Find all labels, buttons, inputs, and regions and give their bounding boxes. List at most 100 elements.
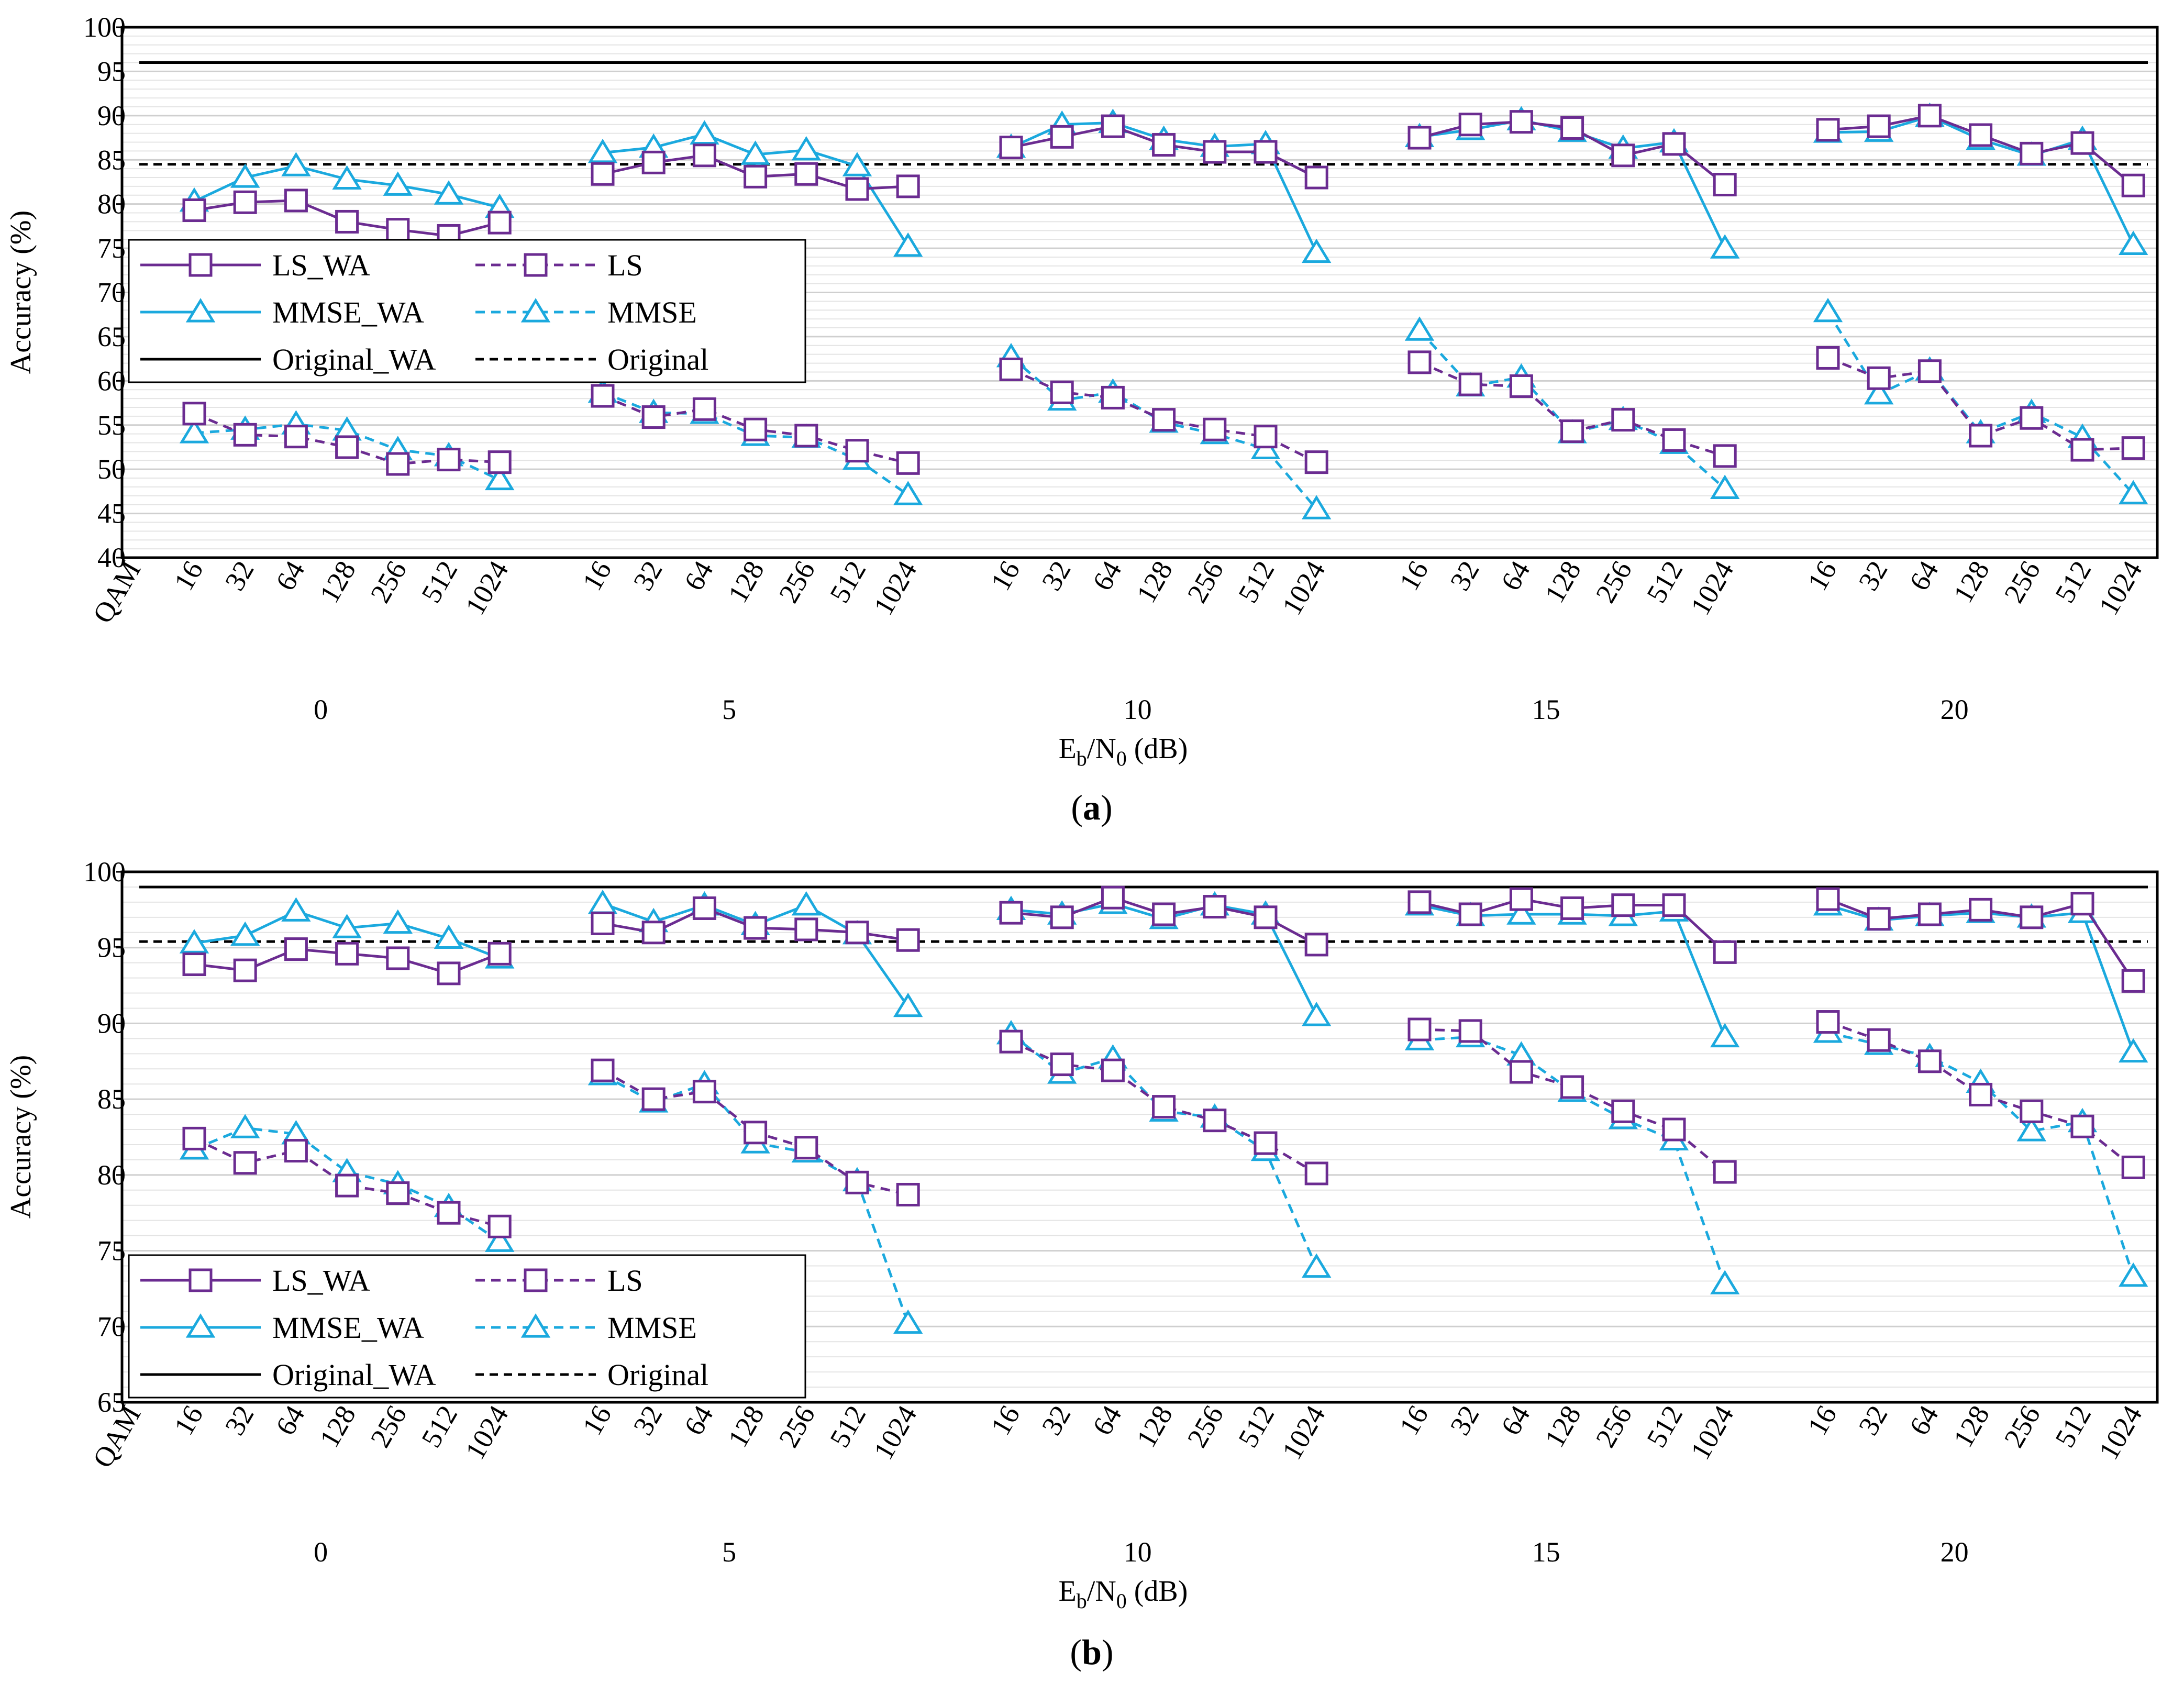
snr-group-label: 5 — [722, 1536, 736, 1568]
mmse-point — [1404, 316, 1435, 341]
ls-point — [284, 1139, 308, 1163]
qam-order-label: 256 — [773, 556, 821, 608]
snr-group-label: 15 — [1532, 1536, 1560, 1568]
ls-wa-point — [2121, 969, 2145, 993]
qam-order-label: 1024 — [2093, 1400, 2148, 1465]
panel-caption-a: (a) — [1071, 788, 1112, 827]
qam-order-label: 128 — [722, 1400, 770, 1453]
ls-point — [1969, 424, 1993, 448]
mmse-wa-point — [332, 914, 362, 938]
ls-point — [845, 1170, 869, 1194]
ls-wa-point — [591, 911, 615, 935]
mmse-wa-point — [842, 152, 872, 176]
qam-order-label: 16 — [1801, 556, 1843, 596]
legend-marker — [189, 253, 213, 277]
qam-order-label: 1024 — [868, 556, 923, 621]
ls-wa-point — [1662, 893, 1686, 917]
ls-point — [2020, 1099, 2044, 1123]
ls-wa-point — [233, 958, 257, 982]
legend-a: LS_WA LS MMSE_WA MMSE Original_WA Original — [128, 239, 806, 383]
ls-point — [794, 1136, 818, 1160]
qam-order-label: 32 — [627, 1400, 669, 1441]
ls-point — [1152, 408, 1176, 432]
ls-wa-point — [1407, 126, 1432, 150]
qam-order-label: 128 — [1947, 556, 1995, 608]
qam-order-label: 128 — [1539, 1400, 1587, 1453]
ls-wa-point — [641, 921, 666, 945]
qam-order-label: 64 — [678, 556, 719, 596]
mmse-point — [2016, 1117, 2047, 1142]
ls-wa-point — [284, 937, 308, 961]
ls-point — [641, 405, 666, 429]
ls-point — [1662, 1117, 1686, 1142]
ls-wa-point — [1713, 173, 1737, 197]
snr-group-label: 10 — [1124, 1536, 1152, 1568]
ls-wa-point — [794, 162, 818, 186]
ls-wa-point — [744, 916, 768, 940]
ls-wa-point — [1509, 887, 1533, 911]
legend-label: LS_WA — [272, 1264, 370, 1298]
ls-wa-point — [1816, 887, 1840, 911]
mmse-point — [2118, 1262, 2148, 1287]
mmse-wa-point — [1710, 234, 1740, 259]
snr-group-label: 5 — [722, 694, 736, 725]
ls-point — [591, 384, 615, 408]
mmse-point — [893, 1309, 923, 1334]
qam-order-label: 512 — [824, 556, 872, 608]
qam-order-label: 256 — [1998, 1400, 2046, 1453]
ls-point — [1152, 1095, 1176, 1119]
qam-order-label: 64 — [1903, 556, 1945, 596]
qam-order-label: 32 — [1853, 556, 1894, 596]
ls-point — [591, 1058, 615, 1082]
ls-wa-point — [1101, 885, 1125, 910]
ls-point — [1867, 366, 1891, 390]
x-axis-label-a: Eb/N0 (dB) — [1059, 733, 1188, 770]
plot-border-b — [120, 870, 2159, 1404]
mmse-point — [1813, 297, 1843, 323]
ls-wa-point — [1509, 110, 1533, 134]
mmse-wa-point — [1301, 1002, 1332, 1026]
legend-marker — [185, 1313, 216, 1338]
mmse-wa-point — [893, 232, 923, 257]
ls-wa-point — [182, 952, 206, 977]
legend-marker — [185, 298, 216, 323]
mmse-wa-point — [791, 891, 822, 916]
legend-b: LS_WA LS MMSE_WA MMSE Original_WA Original — [128, 1254, 806, 1399]
qam-order-label: 256 — [1181, 556, 1229, 608]
mmse-wa-point — [434, 180, 464, 205]
mmse-point — [1864, 380, 1894, 405]
ls-wa-point — [896, 928, 920, 952]
ls-wa-point — [1560, 116, 1584, 140]
ls-point — [182, 1126, 206, 1150]
qam-order-label: 32 — [627, 556, 669, 596]
mmse-wa-point — [1506, 900, 1536, 925]
qam-order-label: 512 — [2049, 556, 2097, 608]
ls-wa-point — [1050, 905, 1074, 929]
ls-point — [386, 1181, 410, 1205]
qam-order-label: 32 — [1853, 1400, 1894, 1441]
mmse-wa-point — [740, 140, 770, 165]
ls-wa-point — [794, 917, 818, 941]
qam-order-label: 512 — [2049, 1400, 2097, 1453]
ls-point — [1203, 417, 1227, 441]
qam-order-label: 32 — [1444, 1400, 1485, 1441]
qam-order-label: 16 — [168, 1400, 209, 1441]
ls-point — [1050, 1052, 1074, 1077]
ls-wa-point — [1050, 125, 1074, 149]
ls-wa-point — [1254, 140, 1278, 164]
ls-wa-point — [1713, 940, 1737, 964]
qam-order-label: 256 — [364, 556, 413, 608]
ls-point — [999, 357, 1023, 381]
ls-point — [999, 1029, 1023, 1054]
ls-wa-point — [1458, 902, 1482, 926]
mmse-wa-point — [281, 897, 311, 922]
qam-order-label: 16 — [984, 556, 1026, 596]
ls-point — [437, 1201, 461, 1225]
ls-point — [1816, 1010, 1840, 1034]
ls-wa-point — [386, 218, 410, 242]
ls-point — [1713, 1160, 1737, 1184]
qam-order-label: 64 — [270, 1400, 311, 1441]
